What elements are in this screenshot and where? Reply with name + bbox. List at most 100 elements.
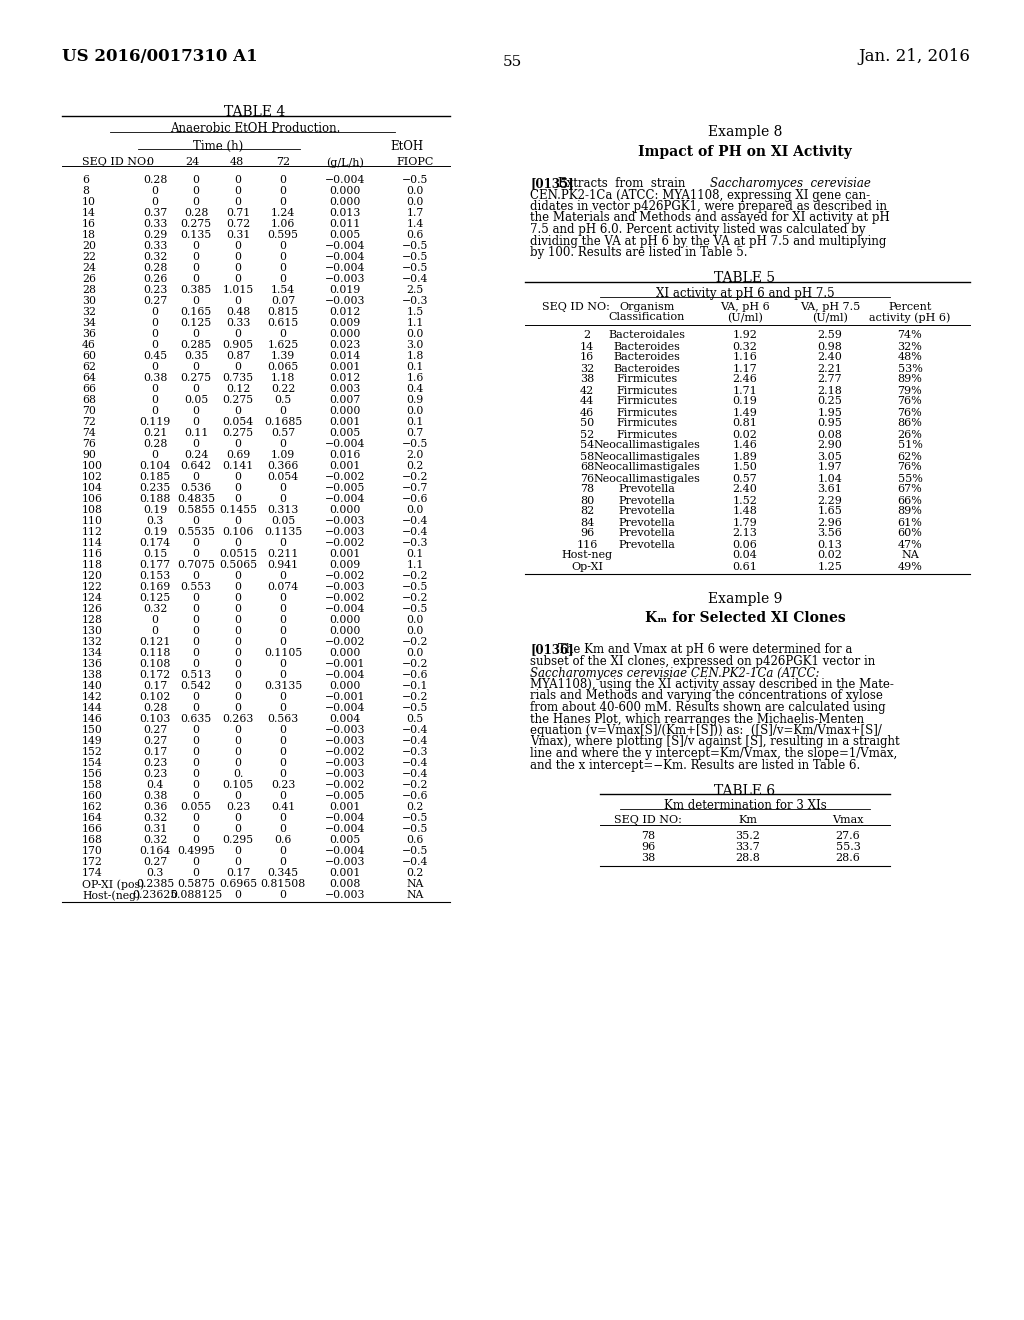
Text: 74%: 74% (898, 330, 923, 341)
Text: 0.81: 0.81 (732, 418, 758, 429)
Text: Neocallimastigales: Neocallimastigales (594, 451, 700, 462)
Text: 0: 0 (234, 671, 242, 680)
Text: 0: 0 (193, 780, 200, 789)
Text: Neocallimastigales: Neocallimastigales (594, 462, 700, 473)
Text: −0.1: −0.1 (401, 681, 428, 690)
Text: 16: 16 (580, 352, 594, 363)
Text: 20: 20 (82, 242, 96, 251)
Text: 0: 0 (280, 252, 287, 261)
Text: 0.33: 0.33 (142, 219, 167, 228)
Text: 0.004: 0.004 (330, 714, 360, 723)
Text: 76%: 76% (898, 408, 923, 417)
Text: TABLE 5: TABLE 5 (715, 272, 775, 285)
Text: [0136]: [0136] (530, 644, 573, 656)
Text: −0.3: −0.3 (401, 296, 428, 306)
Text: 122: 122 (82, 582, 103, 591)
Text: 2.0: 2.0 (407, 450, 424, 459)
Text: Prevotella: Prevotella (618, 517, 676, 528)
Text: −0.5: −0.5 (401, 824, 428, 834)
Text: 1.89: 1.89 (732, 451, 758, 462)
Text: 0: 0 (280, 846, 287, 855)
Text: 0: 0 (193, 626, 200, 636)
Text: 78: 78 (580, 484, 594, 495)
Text: 0.3135: 0.3135 (264, 681, 302, 690)
Text: −0.6: −0.6 (401, 791, 428, 801)
Text: 0.95: 0.95 (817, 418, 843, 429)
Text: −0.5: −0.5 (401, 704, 428, 713)
Text: 0: 0 (152, 318, 159, 327)
Text: 0.6965: 0.6965 (219, 879, 257, 888)
Text: 78: 78 (641, 832, 655, 841)
Text: 0: 0 (234, 605, 242, 614)
Text: 0.38: 0.38 (142, 374, 167, 383)
Text: −0.2: −0.2 (401, 473, 428, 482)
Text: 1.50: 1.50 (732, 462, 758, 473)
Text: 86%: 86% (898, 418, 923, 429)
Text: Neocallimastigales: Neocallimastigales (594, 441, 700, 450)
Text: 134: 134 (82, 648, 102, 657)
Text: 166: 166 (82, 824, 103, 834)
Text: 0: 0 (193, 725, 200, 735)
Text: −0.2: −0.2 (401, 593, 428, 603)
Text: NA: NA (407, 879, 424, 888)
Text: 38: 38 (641, 853, 655, 863)
Text: 1.25: 1.25 (817, 561, 843, 572)
Text: 60: 60 (82, 351, 96, 360)
Text: 0.169: 0.169 (139, 582, 171, 591)
Text: 0: 0 (234, 296, 242, 306)
Text: 0.735: 0.735 (222, 374, 254, 383)
Text: 114: 114 (82, 539, 102, 548)
Text: −0.004: −0.004 (325, 252, 366, 261)
Text: −0.2: −0.2 (401, 638, 428, 647)
Text: 90: 90 (82, 450, 96, 459)
Text: (U/ml): (U/ml) (812, 313, 848, 323)
Text: from about 40-600 mM. Results shown are calculated using: from about 40-600 mM. Results shown are … (530, 701, 886, 714)
Text: 0.001: 0.001 (330, 803, 360, 812)
Text: 0: 0 (234, 186, 242, 195)
Text: Jan. 21, 2016: Jan. 21, 2016 (858, 48, 970, 65)
Text: 0.513: 0.513 (180, 671, 212, 680)
Text: −0.5: −0.5 (401, 252, 428, 261)
Text: 0.27: 0.27 (143, 737, 167, 746)
Text: 1.1: 1.1 (407, 560, 424, 570)
Text: 2.40: 2.40 (817, 352, 843, 363)
Text: 140: 140 (82, 681, 102, 690)
Text: 0: 0 (193, 242, 200, 251)
Text: 0: 0 (234, 846, 242, 855)
Text: 1.015: 1.015 (222, 285, 254, 294)
Text: 0.164: 0.164 (139, 846, 171, 855)
Text: 0.003: 0.003 (330, 384, 360, 393)
Text: Time (h): Time (h) (193, 140, 243, 153)
Text: 0: 0 (280, 747, 287, 756)
Text: 0.41: 0.41 (271, 803, 295, 812)
Text: 0.17: 0.17 (226, 869, 250, 878)
Text: 0: 0 (280, 407, 287, 416)
Text: 0.19: 0.19 (143, 527, 167, 537)
Text: 0: 0 (152, 197, 159, 207)
Text: 54: 54 (580, 441, 594, 450)
Text: 0.33: 0.33 (142, 242, 167, 251)
Text: and the x intercept=−Km. Results are listed in Table 6.: and the x intercept=−Km. Results are lis… (530, 759, 860, 771)
Text: 2.77: 2.77 (818, 375, 843, 384)
Text: 28.8: 28.8 (735, 853, 761, 863)
Text: Bacteroides: Bacteroides (613, 342, 680, 351)
Text: 1.49: 1.49 (732, 408, 758, 417)
Text: Kₘ for Selected XI Clones: Kₘ for Selected XI Clones (645, 611, 846, 626)
Text: 0: 0 (280, 890, 287, 900)
Text: 0.065: 0.065 (267, 362, 299, 372)
Text: −0.004: −0.004 (325, 605, 366, 614)
Text: 118: 118 (82, 560, 103, 570)
Text: Prevotella: Prevotella (618, 495, 676, 506)
Text: 74: 74 (82, 428, 96, 438)
Text: 0: 0 (234, 747, 242, 756)
Text: 76%: 76% (898, 462, 923, 473)
Text: 0.5: 0.5 (274, 395, 292, 405)
Text: 0.172: 0.172 (139, 671, 171, 680)
Text: −0.003: −0.003 (325, 275, 366, 284)
Text: 0: 0 (234, 275, 242, 284)
Text: 0: 0 (280, 186, 287, 195)
Text: 0.007: 0.007 (330, 395, 360, 405)
Text: −0.5: −0.5 (401, 813, 428, 822)
Text: 0.102: 0.102 (139, 692, 171, 702)
Text: 80: 80 (580, 495, 594, 506)
